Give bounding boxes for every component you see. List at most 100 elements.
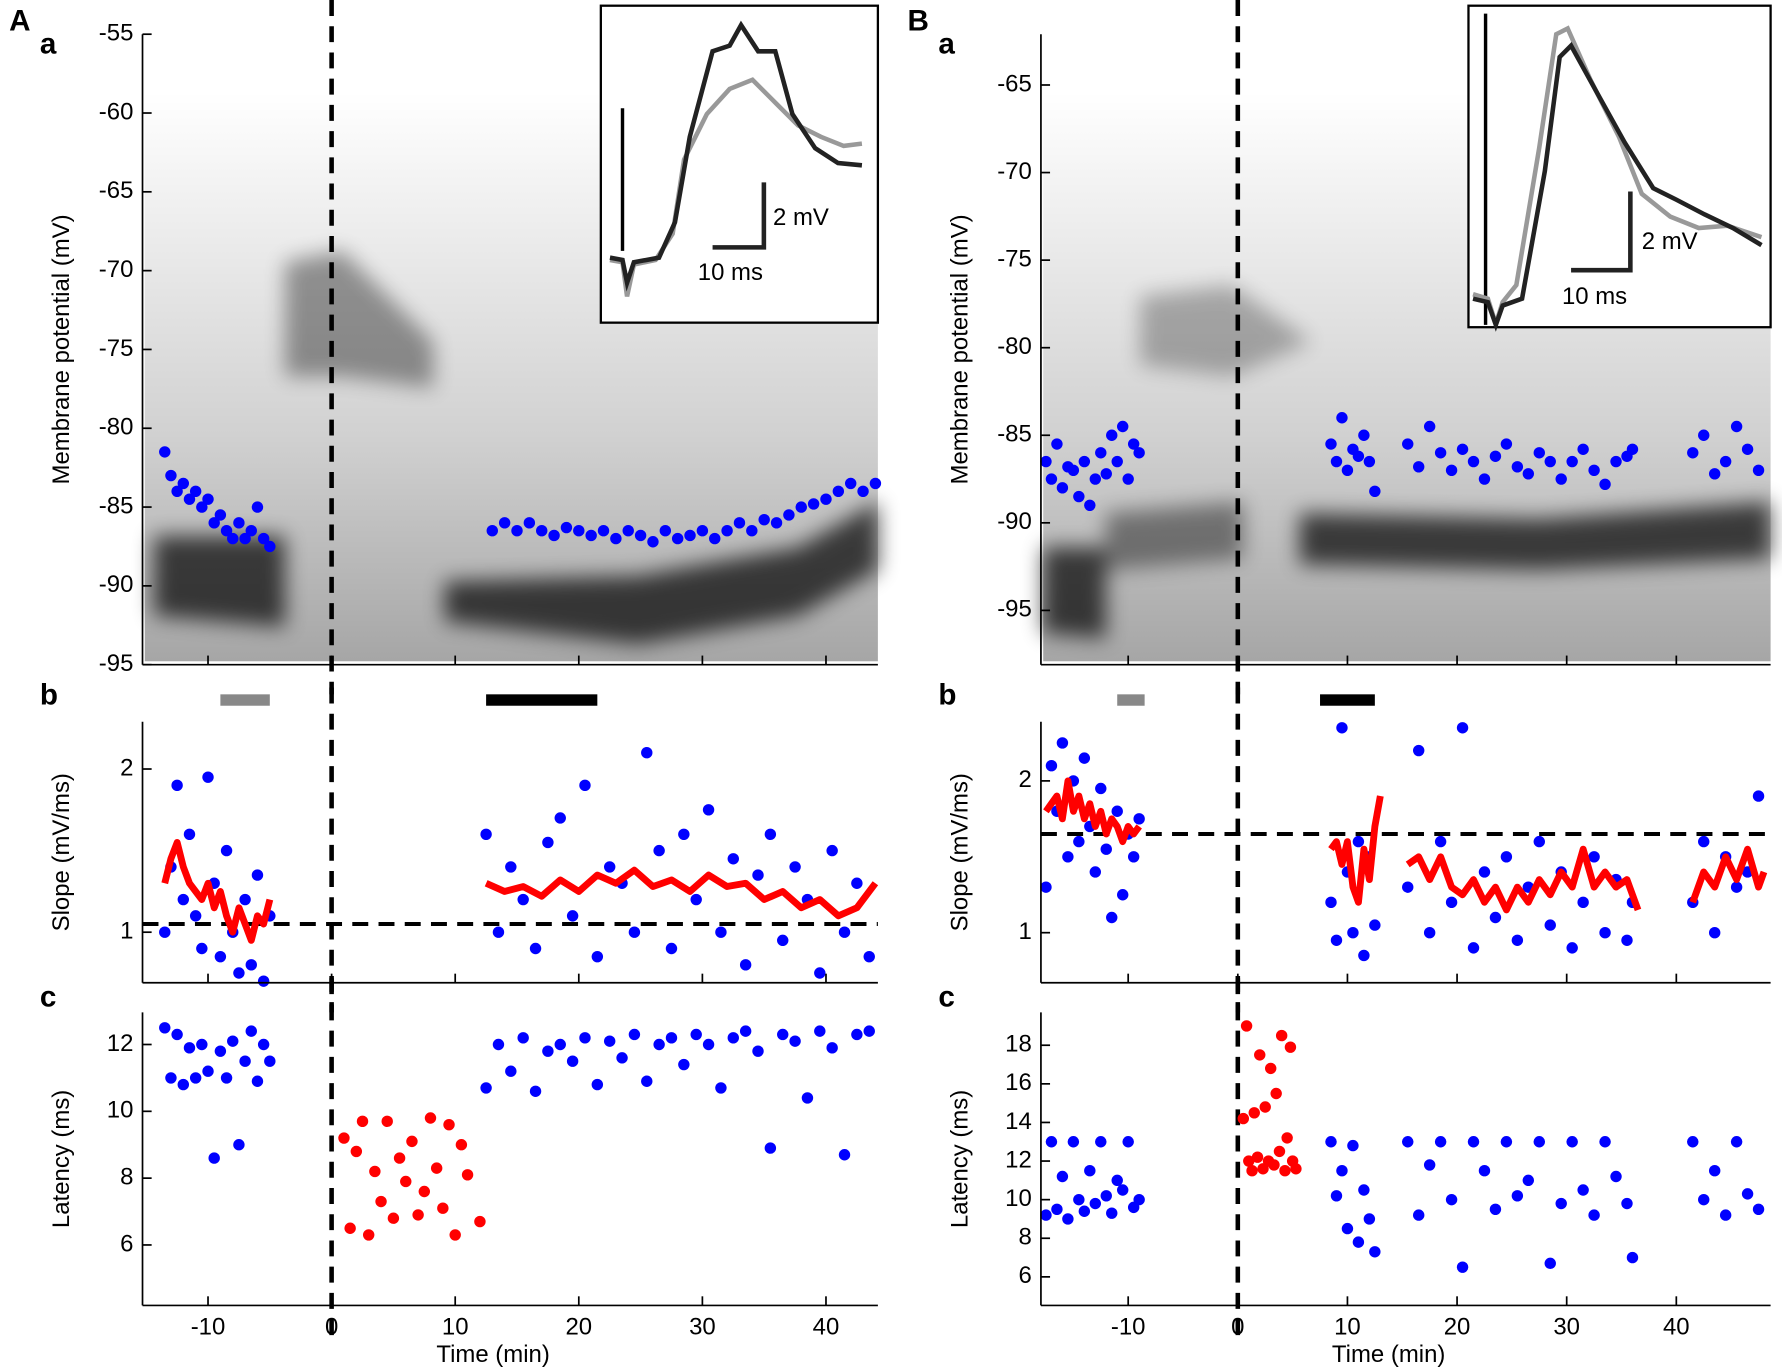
data-point — [1730, 420, 1743, 433]
data-point — [1412, 461, 1425, 473]
data-point — [1719, 1209, 1732, 1221]
data-point — [1347, 1139, 1359, 1152]
y-tick-label: 8 — [1018, 1224, 1031, 1251]
data-point — [752, 869, 764, 881]
data-point — [1698, 835, 1710, 848]
y-tick-label: 6 — [120, 1230, 133, 1257]
data-point — [1478, 1165, 1491, 1177]
data-point — [1423, 420, 1436, 433]
data-point — [1566, 1136, 1578, 1148]
data-point — [214, 509, 227, 521]
data-point — [239, 1055, 251, 1067]
data-point — [826, 844, 838, 857]
data-point — [1358, 949, 1370, 962]
data-point — [1290, 1163, 1302, 1175]
data-point — [430, 1162, 443, 1174]
data-point — [159, 1022, 171, 1034]
scale-bar — [712, 182, 767, 250]
data-point — [474, 1215, 486, 1228]
running-average — [161, 839, 879, 944]
y-tick-label: -75 — [997, 245, 1032, 272]
data-point — [1100, 1190, 1112, 1202]
data-point — [214, 1045, 227, 1057]
data-point — [591, 950, 604, 963]
data-point — [1741, 443, 1754, 455]
data-point — [165, 469, 177, 482]
data-point — [869, 477, 882, 490]
data-point — [449, 1229, 461, 1241]
data-point — [1062, 1213, 1074, 1225]
dense-band — [285, 250, 434, 388]
data-point — [1599, 926, 1611, 939]
data-point — [1752, 464, 1765, 476]
y-tick-label: -85 — [99, 492, 134, 519]
data-point — [461, 1169, 474, 1181]
data-point — [536, 525, 548, 537]
data-point — [548, 529, 560, 542]
x-tick-label: 0 — [1231, 1314, 1244, 1341]
data-point — [1500, 1136, 1513, 1148]
data-point — [1522, 1174, 1535, 1187]
data-point — [1073, 835, 1085, 848]
period-bar — [220, 694, 270, 706]
data-point — [814, 967, 826, 979]
trace-after — [1472, 41, 1763, 332]
data-point — [1325, 896, 1337, 909]
data-point — [1045, 760, 1058, 772]
panel: -95 -90 -85 -80 -75 -70 -65 -60 -55 Membrane pote… — [9, 0, 882, 695]
dense-band — [1299, 501, 1771, 571]
data-point — [362, 1229, 375, 1241]
data-point — [227, 1035, 239, 1047]
y-tick-label: 2 — [1018, 766, 1031, 793]
data-point — [1363, 1213, 1376, 1225]
data-point — [245, 525, 257, 537]
data-point — [1434, 447, 1447, 459]
data-point — [752, 1045, 764, 1057]
data-point — [1467, 1136, 1480, 1148]
data-point — [832, 485, 845, 498]
data-point — [1363, 455, 1376, 468]
data-point — [239, 893, 251, 906]
data-point — [690, 1028, 702, 1041]
data-point — [851, 1028, 863, 1041]
data-point — [1117, 1184, 1129, 1196]
data-point — [171, 485, 183, 498]
data-point — [764, 1142, 777, 1154]
data-point — [678, 1058, 690, 1071]
data-point — [529, 1085, 542, 1097]
data-point — [770, 517, 783, 529]
data-point — [566, 910, 579, 922]
data-point — [1698, 429, 1710, 441]
data-point — [1533, 447, 1545, 459]
data-point — [1089, 866, 1102, 878]
inset-a: 2 mV 10 ms — [599, 4, 880, 324]
panel: -95 -90 -85 -80 -75 -70 -65 Membrane potential … — [908, 0, 1771, 695]
data-point — [1111, 455, 1123, 468]
data-point — [603, 1035, 616, 1047]
data-point — [721, 525, 733, 537]
data-point — [807, 498, 820, 510]
data-point — [1577, 1184, 1589, 1196]
data-point — [381, 1115, 393, 1128]
panel-sublabel: c — [938, 981, 954, 1014]
y-tick-label: -80 — [99, 414, 134, 441]
y-tick-label: 8 — [120, 1163, 133, 1190]
y-axis-label: Latency (ms) — [946, 1090, 973, 1228]
data-point — [1330, 934, 1343, 946]
data-point — [1040, 455, 1052, 468]
data-point — [1040, 881, 1052, 893]
data-point — [634, 529, 647, 542]
data-point — [1106, 911, 1118, 924]
data-point — [616, 1052, 628, 1064]
scale-label: 2 mV — [773, 204, 829, 231]
data-point — [1133, 813, 1145, 825]
data-point — [505, 1065, 517, 1077]
x-tick-label: 10 — [442, 1314, 469, 1341]
y-tick-label: 6 — [1018, 1262, 1031, 1289]
data-point — [202, 771, 214, 783]
panel-sublabel: b — [40, 678, 58, 711]
data-point — [220, 1072, 233, 1084]
x-tick-label: -10 — [1111, 1314, 1146, 1341]
data-point — [777, 1028, 789, 1041]
